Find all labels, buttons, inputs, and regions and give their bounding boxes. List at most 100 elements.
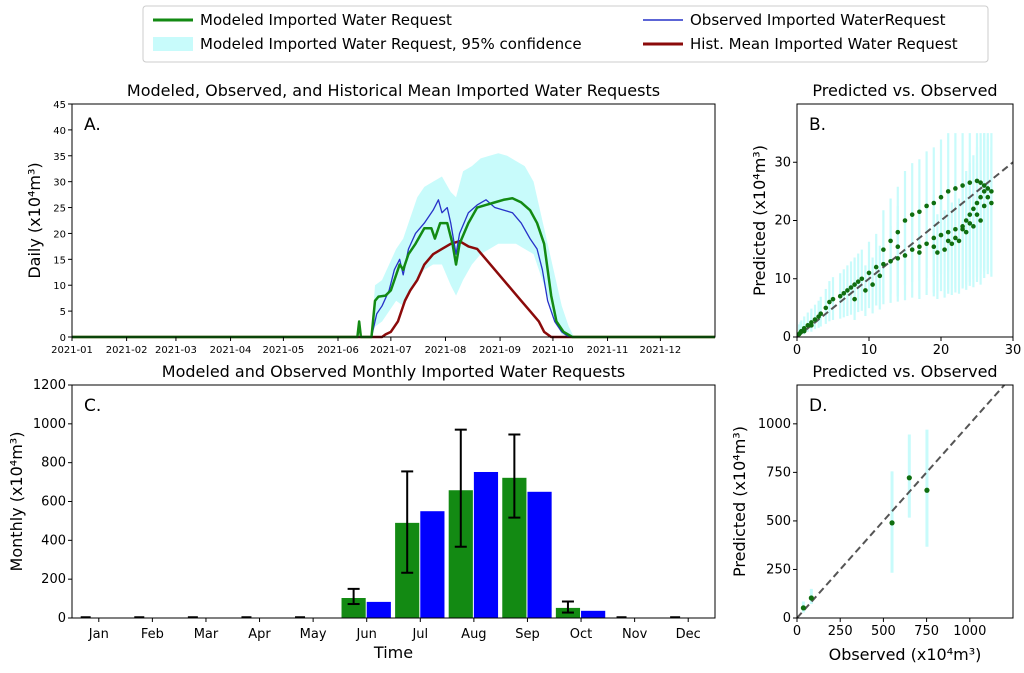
scatter-point [953,186,958,191]
plot-frame [796,384,1014,619]
scatter-point [917,244,922,250]
bar-observed [473,471,499,618]
x-tick-label: 10 [861,343,878,358]
scatter-point [985,186,991,191]
scatter-point [938,232,944,238]
x-tick-label: 20 [933,343,950,358]
y-tick-label: 250 [766,562,791,577]
scatter-point [924,203,929,209]
panel-c-monthly-bar-chart: Jan Feb Mar Apr May Jun Jul Aug Sep Oct Nov Dec 0 200… [7,362,716,662]
scatter-point [823,305,829,311]
scatter-point [960,226,965,232]
x-tick-label: 0 [793,624,801,639]
scatter-point [881,247,886,252]
scatter-point [963,218,969,223]
scatter-point [805,323,811,328]
bar-modeled [341,598,366,618]
chart-title: Modeled and Observed Monthly Imported Wa… [162,362,625,381]
y-tick-label: 800 [41,456,66,471]
scatter-point [906,475,912,481]
x-tick-label: 2021-06 [317,345,359,356]
scatter-point [931,244,937,250]
chart-title: Predicted vs. Observed [812,362,997,381]
scatter-point [960,183,965,188]
legend-label-3: Hist. Mean Imported Water Request [690,35,958,53]
y-tick-label: 1200 [33,378,66,393]
y-tick-label: 200 [41,572,66,587]
x-tick-label: 2021-03 [155,345,197,356]
y-tick-label: 500 [766,514,791,529]
scatter-point [855,279,861,284]
scatter-point [981,203,987,209]
scatter-point [852,296,857,302]
scatter-point [877,273,883,279]
scatter-point [989,189,994,194]
y-axis-label: Predicted (x10⁴m³) [730,426,749,577]
x-tick-label: 2021-04 [210,345,252,356]
bar-observed [527,491,552,618]
scatter-point [924,487,930,493]
y-tick-label: 20 [53,229,66,240]
x-tick-label: Jan [88,627,109,642]
scatter-point [859,276,865,282]
scatter-point [827,299,832,305]
scatter-point [895,244,901,250]
scatter-point [837,293,843,299]
scatter-point [978,218,983,223]
legend-frame [142,5,989,63]
scatter-point [963,229,969,235]
x-tick-label: 2021-01 [51,345,93,356]
panel-letter: D. [809,396,828,416]
scatter-point [902,218,908,223]
scatter-point [888,238,893,244]
chart-title: Predicted vs. Observed [812,81,997,100]
scatter-point [852,282,857,287]
scatter-point [949,241,955,247]
scatter-point [978,180,983,185]
y-tick-label: 30 [774,155,791,170]
scatter-point [830,296,836,302]
scatter-point [974,212,980,217]
x-tick-label: 2021-08 [425,345,467,356]
scatter-point [938,194,944,200]
x-tick-label: Sep [515,627,540,642]
bar-observed [366,601,391,618]
scatter-point [971,224,976,229]
scatter-point [870,282,875,287]
scatter-point [953,235,958,241]
scatter-point [798,330,803,335]
scatter-point [974,200,980,206]
scatter-point [956,238,962,244]
scatter-point [981,183,987,188]
legend-swatch-1 [153,37,193,51]
x-tick-label: 2021-11 [587,345,629,356]
y-axis-label: Predicted (x10⁴m³) [750,145,769,296]
scatter-point [909,247,915,252]
scatter-point [967,221,973,226]
x-tick-label: 2021-12 [639,345,681,356]
x-tick-label: Aug [461,627,486,642]
scatter-point [945,229,951,235]
x-tick-label: Jul [411,627,428,642]
x-axis-label: Observed (x10⁴m³) [829,645,982,664]
scatter-point [924,241,929,247]
y-tick-label: 750 [766,465,791,480]
x-tick-label: 2021-02 [106,345,148,356]
scatter-point [809,323,814,328]
y-tick-label: 20 [774,214,791,229]
x-tick-label: Mar [194,627,219,642]
scatter-point [902,253,908,258]
x-axis-label: Time [373,643,413,662]
scatter-point [981,189,987,194]
y-tick-label: 15 [53,255,66,266]
scatter-point [931,200,937,206]
x-tick-label: 250 [828,624,853,639]
scatter-point [967,180,973,185]
panel-b-scatter-chart: 0 10 20 30 0 10 20 30 Predicted vs. Observed B. Pr… [750,81,1021,358]
y-tick-label: 25 [53,204,66,215]
legend: Modeled Imported Water Request Modeled Im… [142,5,989,63]
series-line-1 [72,199,715,338]
y-tick-label: 35 [53,152,66,163]
x-tick-label: 30 [1005,343,1022,358]
scatter-point [909,212,915,217]
